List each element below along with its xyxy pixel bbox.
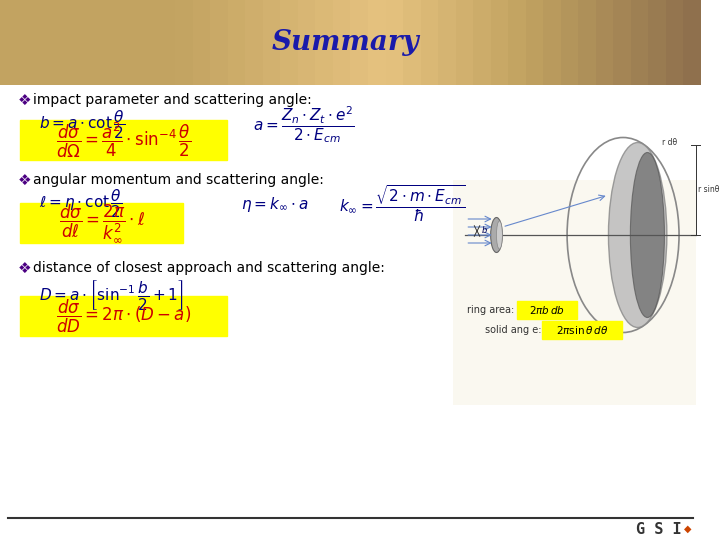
Bar [193, 0, 211, 85]
Text: $b = a \cdot \cot\dfrac{\theta}{2}$: $b = a \cdot \cot\dfrac{\theta}{2}$ [39, 109, 125, 141]
Text: solid ang e:: solid ang e: [485, 325, 544, 335]
Text: $\ell = \eta \cdot \cot\dfrac{\theta}{2}$: $\ell = \eta \cdot \cot\dfrac{\theta}{2}… [39, 187, 122, 220]
Bar [666, 0, 685, 85]
Bar [263, 0, 282, 85]
FancyBboxPatch shape [20, 120, 227, 160]
Bar [508, 0, 527, 85]
FancyBboxPatch shape [20, 203, 183, 243]
Text: distance of closest approach and scattering angle:: distance of closest approach and scatter… [33, 261, 385, 275]
Text: ring area:: ring area: [467, 305, 518, 315]
Text: $a = \dfrac{Z_n \cdot Z_t \cdot e^2}{2 \cdot E_{cm}}$: $a = \dfrac{Z_n \cdot Z_t \cdot e^2}{2 \… [253, 105, 355, 145]
Bar [561, 0, 580, 85]
FancyBboxPatch shape [542, 321, 622, 339]
Text: $k_{\infty} = \dfrac{\sqrt{2 \cdot m \cdot E_{cm}}}{\hbar}$: $k_{\infty} = \dfrac{\sqrt{2 \cdot m \cd… [339, 184, 465, 224]
Bar [683, 0, 702, 85]
Bar [210, 0, 229, 85]
Bar [228, 0, 246, 85]
Bar [596, 0, 614, 85]
Bar [490, 0, 509, 85]
Bar [351, 0, 369, 85]
Text: Summary: Summary [271, 29, 420, 56]
Text: $D = a \cdot \left[\sin^{-1}\dfrac{b}{2} + 1\right]$: $D = a \cdot \left[\sin^{-1}\dfrac{b}{2}… [39, 278, 184, 312]
Bar [140, 0, 158, 85]
Bar [649, 0, 667, 85]
Bar [70, 0, 89, 85]
Text: angular momentum and scattering angle:: angular momentum and scattering angle: [33, 173, 324, 187]
Text: ◆: ◆ [684, 524, 691, 534]
Text: G S I: G S I [636, 522, 681, 537]
Text: impact parameter and scattering angle:: impact parameter and scattering angle: [33, 93, 312, 107]
Bar [385, 0, 404, 85]
Text: $\dfrac{d\sigma}{d\Omega} = \dfrac{a^2}{4} \cdot \sin^{-4}\dfrac{\theta}{2}$: $\dfrac{d\sigma}{d\Omega} = \dfrac{a^2}{… [56, 120, 192, 160]
Bar [315, 0, 334, 85]
Bar [613, 0, 632, 85]
Bar [0, 0, 19, 85]
Ellipse shape [497, 221, 503, 249]
Bar [175, 0, 194, 85]
FancyBboxPatch shape [20, 296, 227, 336]
Bar [368, 0, 387, 85]
Text: $2\pi\sin\theta\,d\theta$: $2\pi\sin\theta\,d\theta$ [556, 324, 608, 336]
Text: ❖: ❖ [17, 260, 31, 275]
Ellipse shape [490, 218, 503, 253]
Text: r dθ: r dθ [662, 138, 677, 147]
Bar [420, 0, 439, 85]
Bar [543, 0, 562, 85]
Text: $2\pi b\,db$: $2\pi b\,db$ [529, 304, 565, 316]
Bar [122, 0, 141, 85]
Bar [403, 0, 421, 85]
Text: $\eta = k_{\infty} \cdot a$: $\eta = k_{\infty} \cdot a$ [241, 194, 309, 213]
Ellipse shape [608, 143, 667, 327]
Bar [526, 0, 544, 85]
Bar [17, 0, 36, 85]
Bar [246, 0, 264, 85]
Text: b: b [482, 226, 487, 235]
Bar [158, 0, 176, 85]
Text: ❖: ❖ [17, 92, 31, 107]
Bar [53, 0, 71, 85]
Bar [88, 0, 106, 85]
FancyBboxPatch shape [517, 301, 577, 319]
Bar [453, 180, 696, 405]
Bar [0, 85, 701, 540]
Text: $\dfrac{d\sigma}{dD} = 2\pi \cdot (D - a)$: $\dfrac{d\sigma}{dD} = 2\pi \cdot (D - a… [56, 298, 192, 335]
Text: ❖: ❖ [17, 172, 31, 187]
Bar [578, 0, 597, 85]
Bar [333, 0, 351, 85]
Bar [456, 0, 474, 85]
Bar [298, 0, 316, 85]
Text: r sinθ: r sinθ [698, 186, 719, 194]
Bar [631, 0, 649, 85]
Bar [35, 0, 53, 85]
Bar [105, 0, 124, 85]
Text: $\dfrac{d\sigma}{d\ell} = \dfrac{2\pi}{k_{\infty}^2} \cdot \ell$: $\dfrac{d\sigma}{d\ell} = \dfrac{2\pi}{k… [59, 202, 145, 244]
Bar [280, 0, 299, 85]
Bar [438, 0, 456, 85]
Ellipse shape [631, 152, 665, 318]
Bar [473, 0, 492, 85]
